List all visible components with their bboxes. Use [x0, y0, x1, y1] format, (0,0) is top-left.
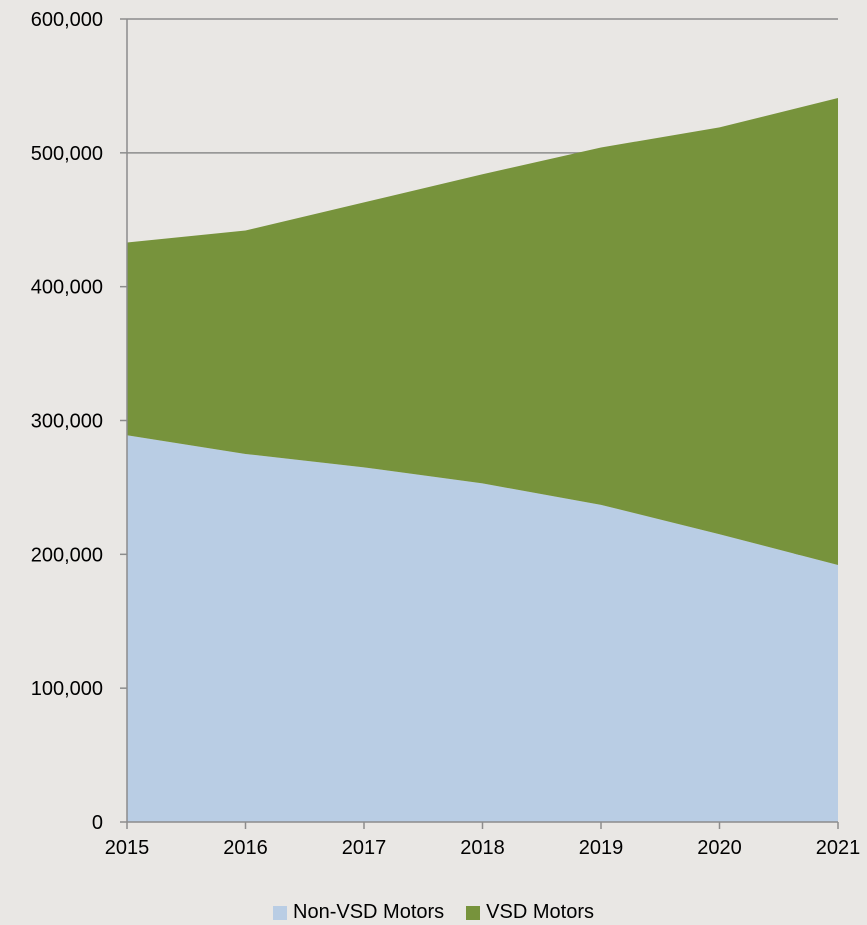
x-tick-label: 2020	[697, 837, 742, 859]
y-tick-label: 0	[92, 812, 103, 834]
x-tick-label: 2016	[223, 837, 268, 859]
x-tick-label: 2018	[460, 837, 505, 859]
x-tick-labels: 2015 2016 2017 2018 2019 2020 2021	[105, 837, 861, 859]
legend-label: VSD Motors	[486, 901, 594, 923]
y-tick-label: 200,000	[31, 544, 103, 566]
axes	[120, 18, 839, 829]
legend-item-series-0: Non-VSD Motors	[273, 901, 444, 924]
y-tick-label: 300,000	[31, 411, 103, 433]
y-tick-labels: 0 100,000 200,000 300,000 400,000 500,000 600,…	[31, 9, 103, 834]
area-series-1	[127, 97, 838, 566]
chart: 0 100,000 200,000 300,000 400,000 500,000 600,…	[31, 9, 861, 859]
y-tick-label: 100,000	[31, 678, 103, 700]
legend-swatch	[466, 905, 481, 920]
area-series-0	[127, 435, 838, 822]
legend-swatch	[273, 905, 288, 920]
legend: Non-VSD Motors VSD Motors	[0, 900, 867, 925]
legend-label: Non-VSD Motors	[293, 901, 445, 923]
y-tick-label: 500,000	[31, 143, 103, 165]
area-series	[127, 97, 838, 822]
y-tick-label: 600,000	[31, 9, 103, 31]
y-tick-label: 400,000	[31, 277, 103, 299]
x-tick-label: 2021	[816, 837, 861, 859]
legend-item-series-1: VSD Motors	[466, 901, 594, 924]
x-tick-label: 2019	[579, 837, 624, 859]
x-tick-label: 2015	[105, 837, 150, 859]
x-tick-label: 2017	[342, 837, 387, 859]
